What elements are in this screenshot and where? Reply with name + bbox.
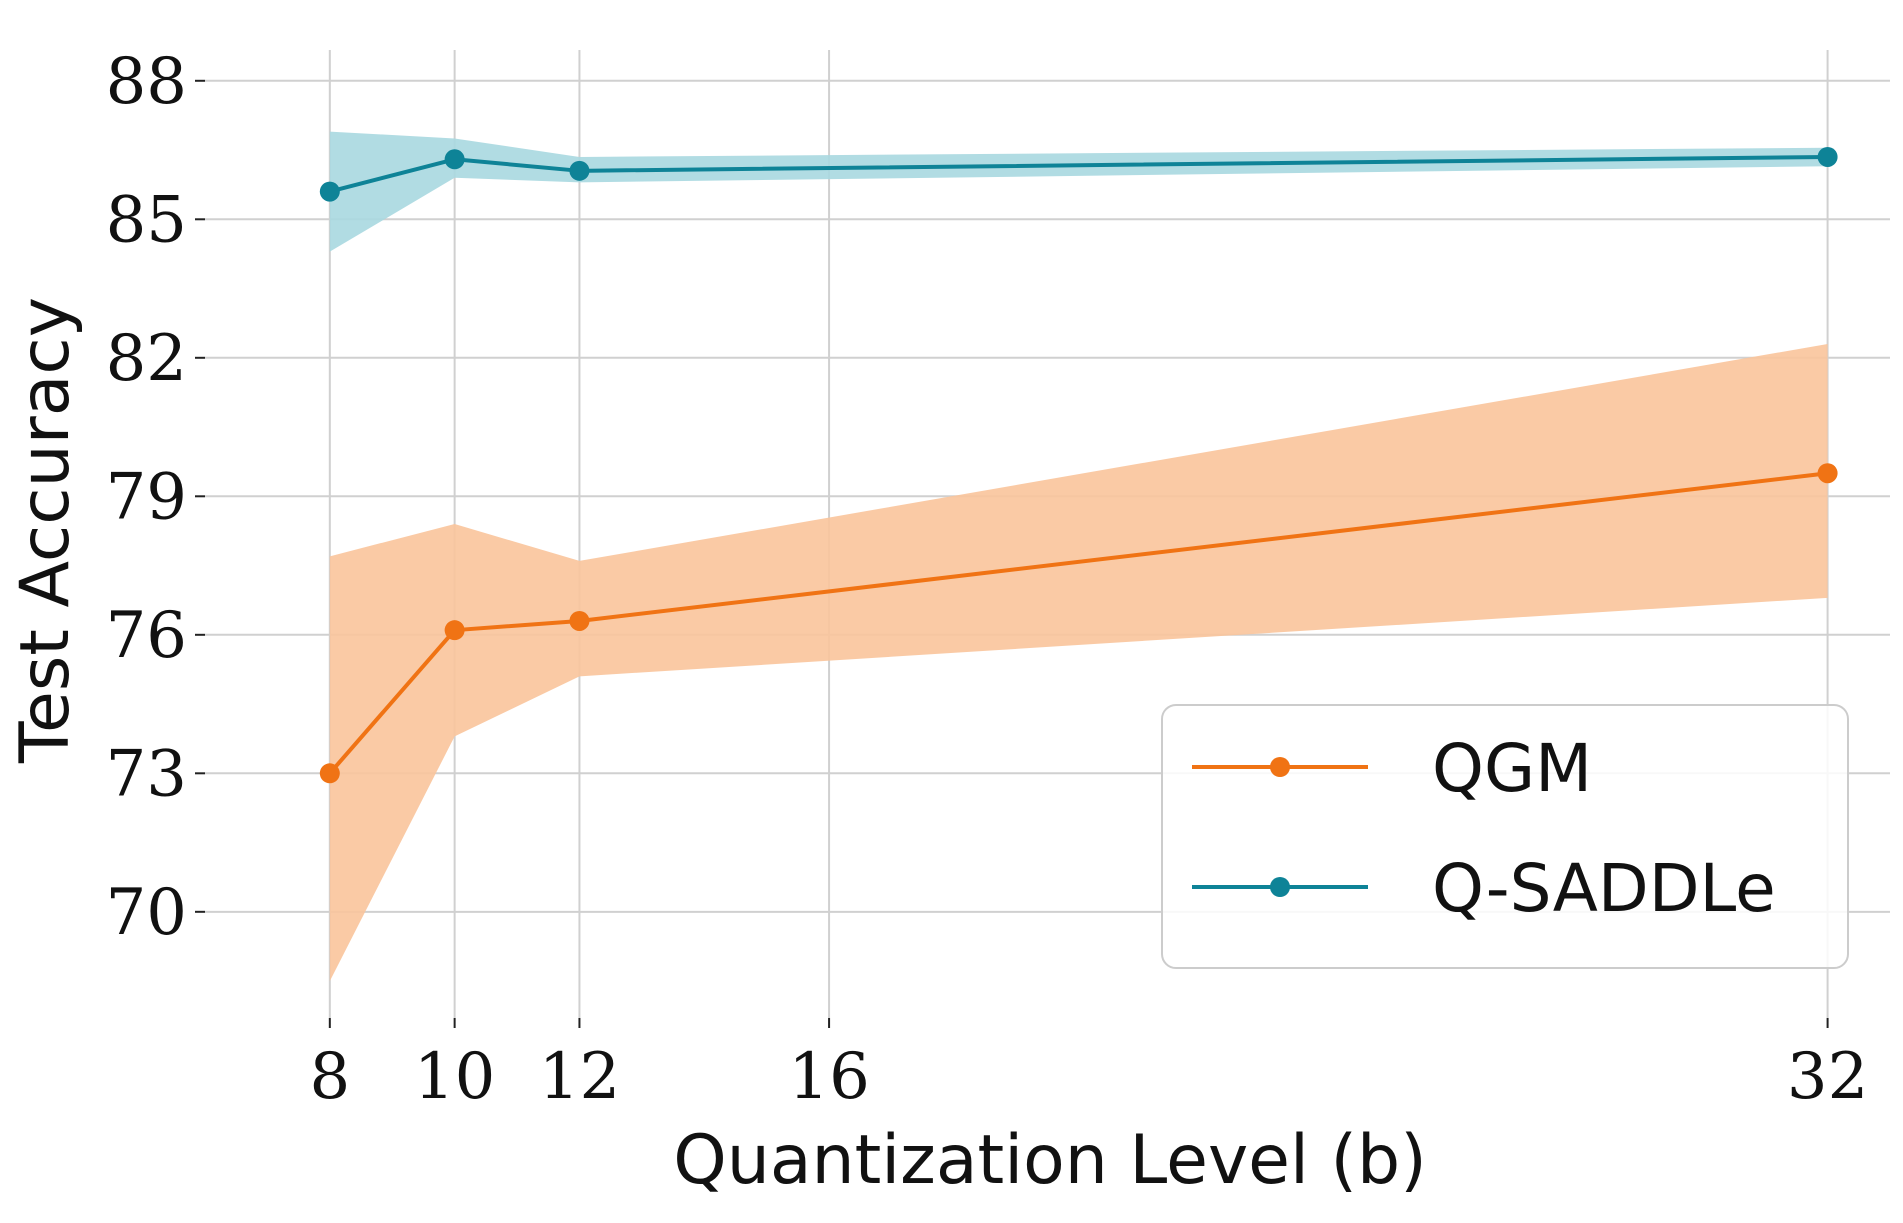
- point-q-saddle: [319, 181, 340, 202]
- y-tick-label: 73: [106, 737, 187, 811]
- legend: QGM Q-SADDLe: [1161, 704, 1849, 969]
- point-qgm: [444, 620, 465, 641]
- point-q-saddle: [569, 160, 590, 181]
- point-q-saddle: [444, 149, 465, 170]
- y-tick-label: 88: [106, 45, 187, 119]
- point-qgm: [319, 763, 340, 784]
- y-tick-label: 76: [106, 599, 187, 673]
- series-points: [319, 146, 1838, 784]
- x-tick-label: 12: [539, 1040, 620, 1114]
- y-tick-label: 79: [106, 460, 187, 534]
- x-tick-label: 10: [414, 1040, 495, 1114]
- y-axis-title: Test Accuracy: [6, 297, 85, 764]
- line-q-saddle: [329, 154, 1828, 194]
- x-tick-label: 8: [309, 1040, 350, 1114]
- legend-label-qgm: QGM: [1432, 730, 1592, 807]
- point-q-saddle: [1817, 146, 1838, 167]
- series-lines: [328, 154, 1828, 775]
- x-axis-title: Quantization Level (b): [673, 1121, 1427, 1200]
- legend-marker-dot-qgm: [1270, 757, 1290, 777]
- point-qgm: [569, 610, 590, 631]
- point-qgm: [1817, 463, 1838, 484]
- y-tick-label: 82: [106, 322, 187, 396]
- y-tick-label: 70: [106, 876, 187, 950]
- band-q-saddle: [329, 131, 1828, 252]
- legend-label-q-saddle: Q-SADDLe: [1432, 850, 1776, 927]
- legend-marker-dot-q-saddle: [1270, 877, 1290, 897]
- line-qgm: [328, 471, 1828, 775]
- y-tick-label: 85: [106, 183, 187, 257]
- legend-box: [1161, 704, 1849, 969]
- x-tick-label: 16: [788, 1040, 869, 1114]
- band-qgm: [329, 343, 1828, 982]
- x-tick-label: 32: [1787, 1040, 1868, 1114]
